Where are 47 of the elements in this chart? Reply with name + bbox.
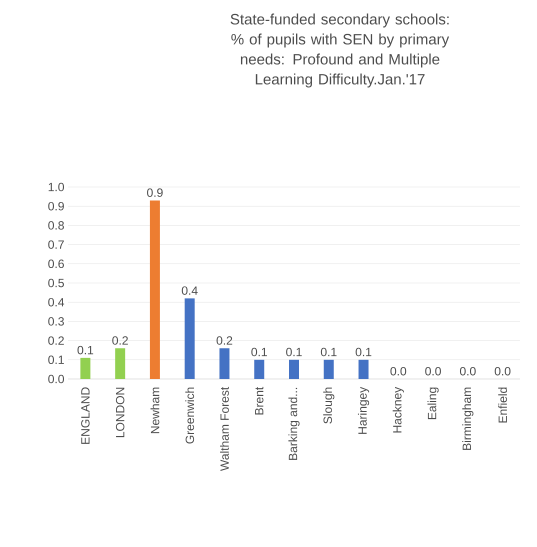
data-label: 0.0: [425, 366, 441, 376]
y-tick-label: 0.2: [48, 336, 64, 345]
y-tick-label: 0.9: [48, 202, 64, 210]
data-label: 0.0: [460, 366, 476, 376]
bar: [254, 360, 264, 379]
x-tick-label: LONDON: [116, 388, 124, 438]
y-tick-label: 0.4: [48, 298, 64, 306]
y-tick-label: 0.1: [48, 356, 64, 364]
bar: [115, 348, 126, 379]
y-tick-label: 0.3: [48, 317, 64, 326]
data-label: 0.1: [78, 346, 94, 354]
bar: [358, 360, 369, 379]
y-tick-label: 1.0: [48, 182, 64, 192]
bar: [184, 298, 195, 379]
x-tick-label: Birmingham: [462, 388, 474, 450]
data-label: 0.0: [390, 366, 406, 376]
bar: [288, 360, 299, 379]
y-tick-label: 0.0: [48, 374, 64, 384]
x-tick-label: Barking and...: [288, 388, 300, 460]
x-tick-label: Newham: [150, 388, 160, 434]
x-tick-label: Waltham Forest: [220, 386, 229, 471]
x-tick-label: Slough: [323, 388, 334, 424]
data-label: 0.9: [147, 188, 163, 197]
bar: [219, 348, 230, 379]
data-label: 0.4: [182, 286, 198, 295]
data-label: 0.1: [356, 348, 372, 356]
y-tick-label: 0.8: [48, 221, 64, 230]
x-tick-label: Brent: [255, 386, 264, 414]
y-tick-label: 0.7: [48, 240, 64, 249]
x-tick-label: ENGLAND: [81, 387, 90, 444]
y-tick-label: 0.5: [48, 278, 64, 288]
data-label: 0.2: [216, 336, 232, 345]
bar: [324, 360, 334, 379]
chart-title: State-funded secondary schools: % of pupils with SEN by primary needs: Profound and Multiple Learning Difficulty.Jan.'17: [230, 14, 450, 88]
x-tick-label: Ealing: [427, 388, 439, 420]
x-tick-label: Hackney: [392, 386, 404, 432]
y-tick-label: 0.6: [48, 260, 64, 268]
bar: [80, 358, 90, 379]
data-label: 0.1: [286, 348, 302, 356]
x-tick-label: Enfield: [498, 388, 508, 423]
data-label: 0.1: [320, 348, 337, 356]
data-label: 0.0: [494, 366, 510, 376]
data-label: 0.1: [251, 348, 267, 356]
bar: [150, 200, 160, 379]
x-tick-label: Greenwich: [185, 388, 194, 444]
data-label: 0.2: [112, 336, 128, 345]
x-tick-label: Haringey: [358, 386, 370, 434]
